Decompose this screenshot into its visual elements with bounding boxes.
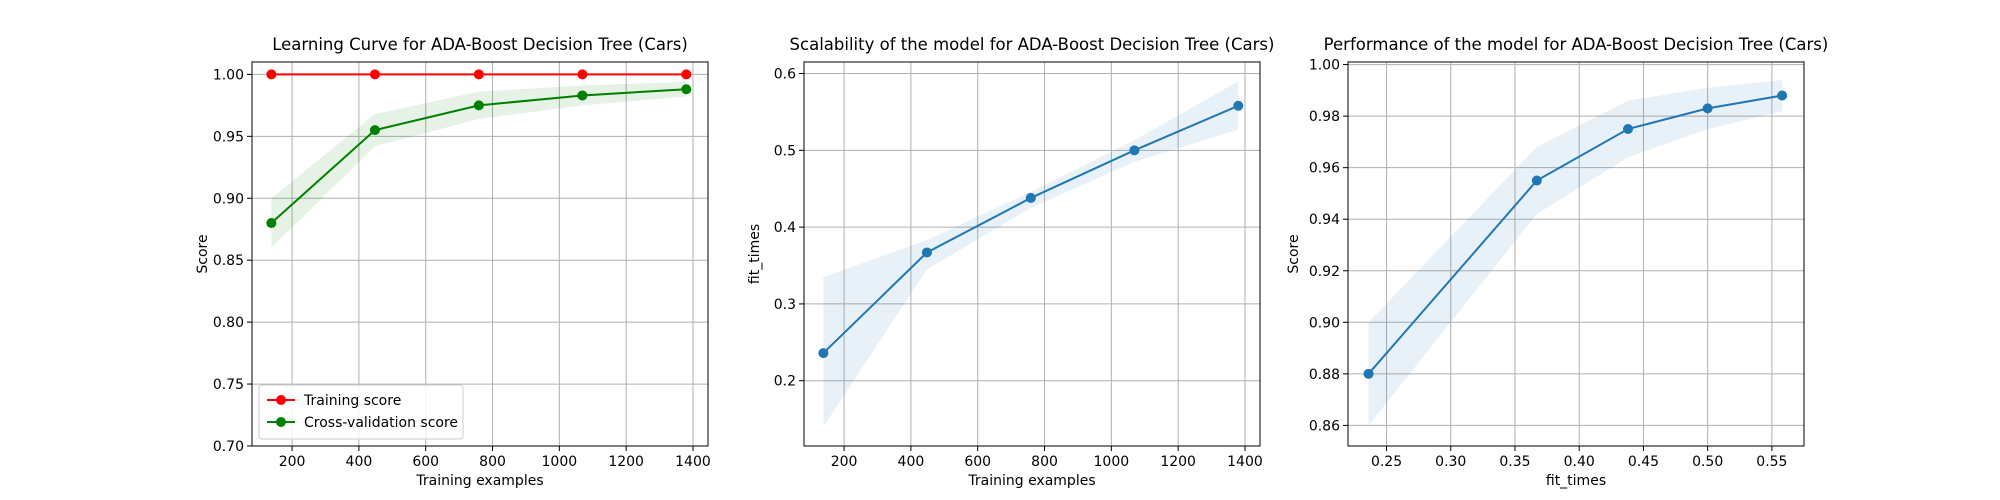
y-tick-label: 0.3 bbox=[774, 297, 796, 313]
y-tick-label: 0.96 bbox=[1309, 161, 1340, 177]
x-tick-label: 0.50 bbox=[1692, 454, 1723, 470]
y-tick-label: 0.4 bbox=[774, 220, 796, 236]
x-tick-label: 0.40 bbox=[1564, 454, 1595, 470]
confidence-band-1 bbox=[1368, 80, 1783, 426]
legend-swatch-marker bbox=[276, 417, 286, 427]
legend-swatch-marker bbox=[276, 395, 286, 405]
confidence-band-2 bbox=[271, 81, 687, 248]
data-point bbox=[1777, 90, 1788, 101]
x-tick-label: 1000 bbox=[1094, 454, 1130, 470]
x-tick-label: 1200 bbox=[1160, 454, 1196, 470]
chart-panel-2: 200 400 600 800 1000 1200 1400 0.2 0.3 0.4 0.5 0.6 S… bbox=[747, 35, 1274, 489]
y-tick-label: 0.98 bbox=[1309, 109, 1340, 125]
legend-box bbox=[258, 384, 464, 440]
legend-label: Training score bbox=[303, 393, 401, 409]
chart-title: Scalability of the model for ADA-Boost D… bbox=[790, 35, 1275, 54]
legend-label: Cross-validation score bbox=[304, 415, 458, 431]
chart-panel-1: 200 400 600 800 1000 1200 1400 0.70 0.75 0.80 0.85… bbox=[195, 35, 711, 489]
x-tick-label: 400 bbox=[898, 454, 925, 470]
x-axis-label: Training examples bbox=[967, 473, 1095, 489]
y-axis-label: fit_times bbox=[747, 224, 763, 284]
y-tick-label: 0.88 bbox=[1309, 367, 1340, 383]
x-tick-label: 600 bbox=[964, 454, 991, 470]
y-tick-label: 0.80 bbox=[213, 315, 244, 331]
x-tick-label: 0.55 bbox=[1756, 454, 1787, 470]
x-axis-label: Training examples bbox=[415, 473, 543, 489]
data-point bbox=[921, 247, 932, 258]
x-tick-label: 200 bbox=[831, 454, 858, 470]
data-point bbox=[1623, 124, 1634, 135]
x-tick-label: 600 bbox=[412, 454, 439, 470]
data-point bbox=[1025, 192, 1036, 203]
y-tick-label: 0.90 bbox=[1309, 315, 1340, 331]
chart-title: Learning Curve for ADA-Boost Decision Tr… bbox=[272, 35, 688, 54]
data-point bbox=[1233, 100, 1244, 111]
y-tick-label: 0.75 bbox=[213, 377, 244, 393]
data-point bbox=[681, 69, 692, 80]
x-tick-label: 0.30 bbox=[1435, 454, 1466, 470]
data-point bbox=[1702, 103, 1713, 114]
axes-frame bbox=[803, 61, 1261, 447]
y-tick-label: 0.85 bbox=[213, 253, 244, 269]
y-tick-label: 0.92 bbox=[1309, 264, 1340, 280]
data-point bbox=[473, 100, 484, 111]
y-tick-label: 0.94 bbox=[1309, 212, 1340, 228]
y-tick-label: 0.95 bbox=[213, 129, 244, 145]
chart-panel-3: 0.25 0.30 0.35 0.40 0.45 0.50 0.55 0.86 0.88 0.90… bbox=[1286, 35, 1828, 489]
x-tick-label: 800 bbox=[479, 454, 506, 470]
axes-frame bbox=[1347, 61, 1805, 447]
y-tick-label: 0.5 bbox=[774, 143, 796, 159]
data-point bbox=[473, 69, 484, 80]
data-point bbox=[266, 218, 277, 229]
x-tick-label: 800 bbox=[1031, 454, 1058, 470]
chart-title: Performance of the model for ADA-Boost D… bbox=[1324, 35, 1829, 54]
data-point bbox=[818, 348, 829, 359]
x-tick-label: 0.35 bbox=[1499, 454, 1530, 470]
data-point bbox=[369, 69, 380, 80]
data-point bbox=[1363, 368, 1374, 379]
axes-frame bbox=[251, 61, 709, 447]
y-tick-label: 1.00 bbox=[213, 67, 244, 83]
data-point bbox=[1129, 145, 1140, 156]
x-tick-label: 1000 bbox=[542, 454, 578, 470]
y-axis-label: Score bbox=[195, 234, 211, 273]
x-axis-label: fit_times bbox=[1546, 473, 1606, 489]
x-tick-label: 0.25 bbox=[1371, 454, 1402, 470]
confidence-band-1 bbox=[823, 81, 1239, 427]
data-point bbox=[266, 69, 277, 80]
data-point bbox=[1531, 175, 1542, 186]
x-tick-label: 1400 bbox=[675, 454, 711, 470]
y-tick-label: 1.00 bbox=[1309, 58, 1340, 74]
x-tick-label: 1400 bbox=[1227, 454, 1263, 470]
y-tick-label: 0.6 bbox=[774, 67, 796, 83]
x-tick-label: 200 bbox=[279, 454, 306, 470]
data-point bbox=[577, 90, 588, 101]
legend: Training score Cross-validation score bbox=[258, 384, 464, 440]
y-tick-label: 0.70 bbox=[213, 439, 244, 455]
data-point bbox=[369, 125, 380, 136]
x-tick-label: 400 bbox=[346, 454, 373, 470]
y-tick-label: 0.86 bbox=[1309, 418, 1340, 434]
x-tick-label: 1200 bbox=[608, 454, 644, 470]
y-axis-label: Score bbox=[1286, 234, 1302, 273]
y-tick-label: 0.90 bbox=[213, 191, 244, 207]
data-point bbox=[681, 84, 692, 95]
x-tick-label: 0.45 bbox=[1628, 454, 1659, 470]
y-tick-label: 0.2 bbox=[774, 374, 796, 390]
data-point bbox=[577, 69, 588, 80]
